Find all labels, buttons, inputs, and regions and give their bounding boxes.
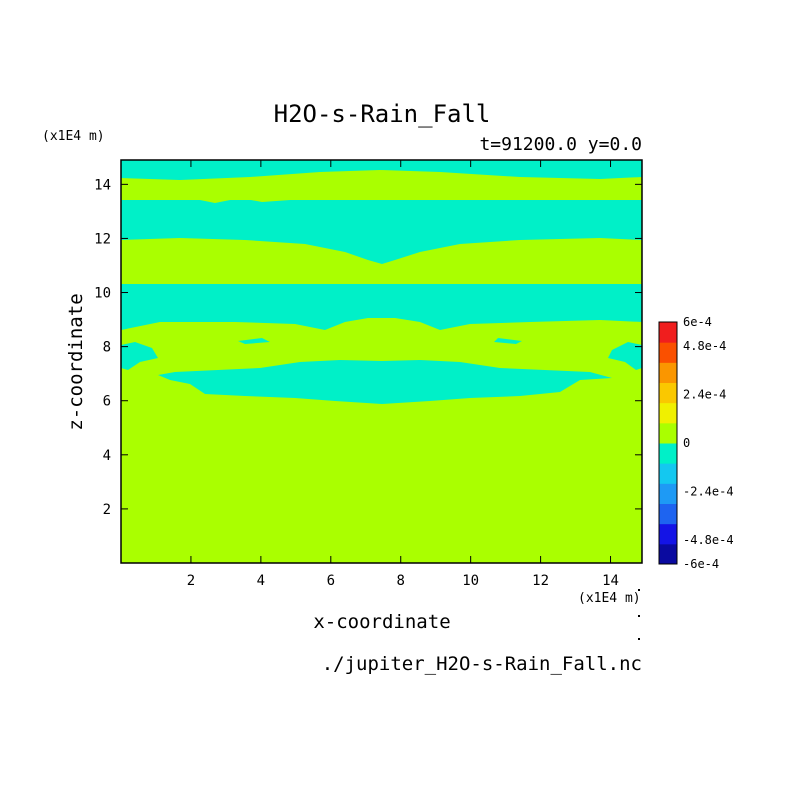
colorbar-swatch: [659, 362, 677, 383]
colorbar-frame: [658, 321, 678, 565]
x-tick-label: 2: [187, 573, 195, 589]
colorbar-tick-label: 6e-4: [683, 315, 712, 329]
colorbar-swatch: [659, 402, 677, 424]
x-tick-label: 8: [397, 573, 405, 589]
y-tick-label: 4: [103, 448, 111, 464]
colorbar-swatch: [659, 523, 677, 545]
colorbar-swatch: [659, 322, 677, 343]
y-tick-label: 12: [94, 231, 111, 247]
field-contour-region: [608, 342, 642, 370]
colorbar-swatch: [659, 382, 677, 404]
field-contour-region: [121, 342, 158, 370]
field-contour-region: [494, 338, 522, 344]
colorbar-tick-label: 0: [683, 436, 690, 450]
colorbar-swatch: [659, 463, 677, 484]
source-file-label: ./jupiter_H2O-s-Rain_Fall.nc: [322, 653, 642, 675]
x-tick-label: 14: [602, 573, 619, 589]
field-contour-region: [200, 198, 290, 203]
y-unit-label: (x1E4 m): [42, 129, 105, 144]
plot-frame: [120, 159, 643, 564]
field-regions: [121, 160, 642, 404]
x-axis-ticks: 2 4 6 8 10 12 14: [187, 160, 619, 589]
colorbar-swatch: [659, 443, 677, 464]
colorbar-tick-label: -2.4e-4: [683, 484, 734, 498]
chart-title: H2O-s-Rain_Fall: [274, 100, 491, 128]
y-axis-ticks: 2 4 6 8 10 12 14: [94, 177, 642, 518]
y-tick-label: 8: [103, 340, 111, 356]
x-tick-label: 12: [532, 573, 549, 589]
colorbar-swatch: [659, 543, 677, 565]
y-tick-label: 2: [103, 502, 111, 518]
y-tick-label: 14: [94, 177, 111, 193]
colorbar-swatch: [659, 503, 677, 525]
colorbar: 6e-4 4.8e-4 2.4e-4 0 -2.4e-4 -4.8e-4 -6e-4: [658, 315, 734, 571]
y-axis-label: z-coordinate: [65, 293, 87, 430]
field-contour-region: [121, 200, 642, 264]
colorbar-swatch: [659, 483, 677, 504]
x-tick-label: 10: [462, 573, 479, 589]
chart-subtitle: t=91200.0 y=0.0: [479, 134, 642, 155]
colorbar-tick-label: 2.4e-4: [683, 388, 726, 402]
x-axis-label: x-coordinate: [313, 611, 450, 633]
colorbar-swatch: [659, 422, 677, 444]
colorbar-tick-label: 4.8e-4: [683, 339, 726, 353]
y-tick-label: 6: [103, 394, 111, 410]
field-contour-region: [238, 338, 270, 344]
x-unit-label: (x1E4 m): [578, 591, 641, 606]
field-contour-region: [121, 160, 642, 180]
colorbar-swatch: [659, 342, 677, 363]
x-tick-label: 6: [327, 573, 335, 589]
colorbar-tick-label: -4.8e-4: [683, 533, 734, 547]
colorbar-tick-label: -6e-4: [683, 557, 719, 571]
x-tick-label: 4: [257, 573, 265, 589]
field-contour-region: [121, 284, 642, 330]
y-tick-label: 10: [94, 286, 111, 302]
field-contour-region: [158, 360, 612, 404]
plot-area: 2 4 6 8 10 12 14 2 4 6 8 10 12 14: [94, 159, 643, 589]
corner-marks: [638, 589, 640, 640]
